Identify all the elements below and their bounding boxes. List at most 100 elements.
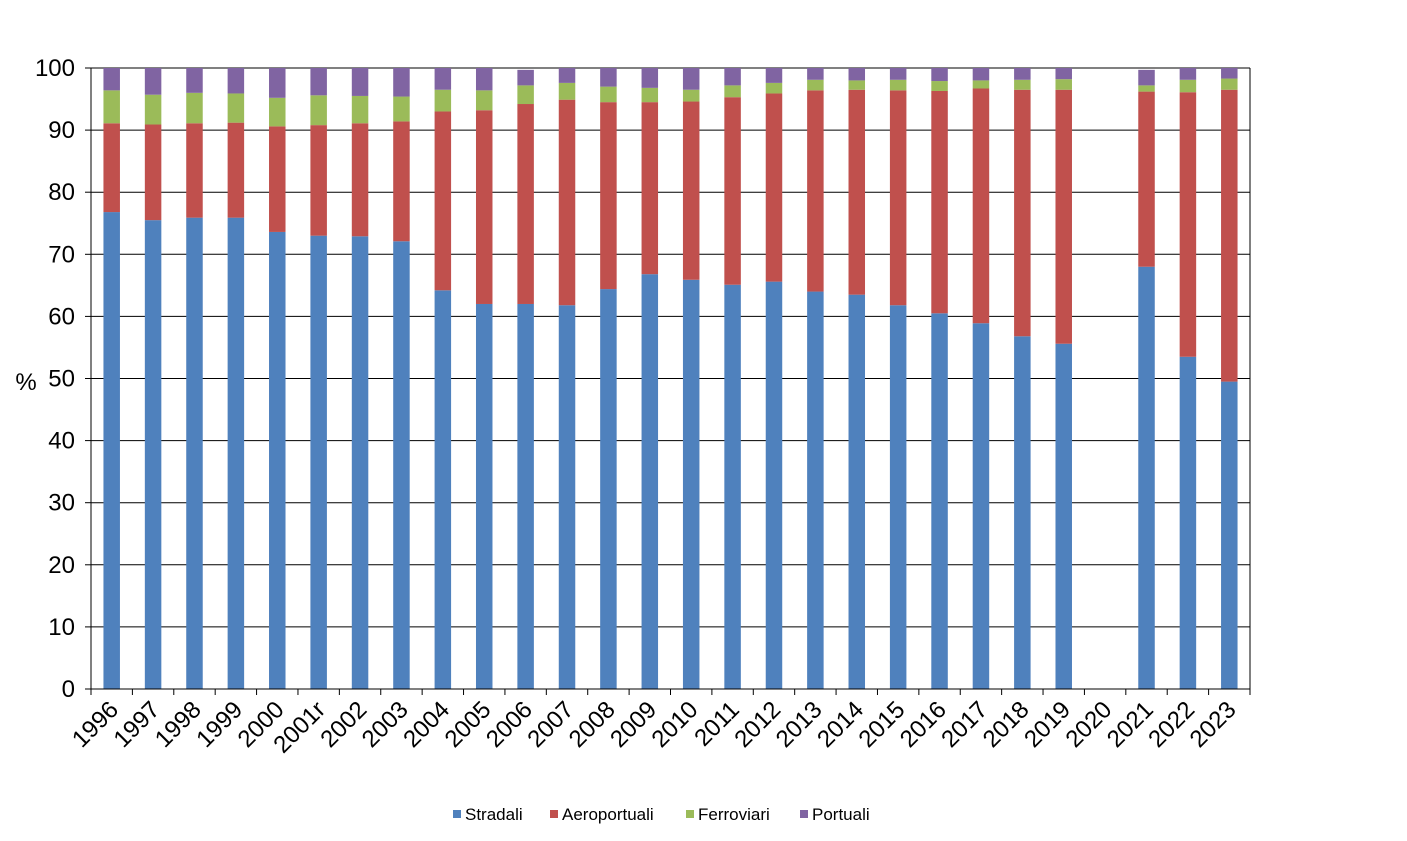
x-tick-label: 2015 — [854, 696, 911, 753]
y-tick-labels: 0 10 20 30 40 50 60 70 80 90 100 — [35, 55, 75, 703]
bar-segment — [889, 79, 907, 91]
bar-segment — [972, 68, 990, 81]
y-tick-label: 20 — [48, 552, 75, 579]
bar-segment — [475, 68, 493, 91]
legend-label: Portuali — [812, 805, 870, 824]
bar-segment — [1014, 68, 1031, 80]
grid-lines — [91, 67, 1250, 628]
bar-segment — [848, 294, 866, 689]
bar-segment — [682, 68, 700, 90]
bar-segment — [186, 123, 203, 218]
bar-segment — [848, 68, 866, 81]
bar-segment — [269, 231, 286, 689]
x-tick-label: 2010 — [647, 696, 704, 753]
y-tick-label: 50 — [48, 366, 75, 393]
x-tick-label: 2017 — [936, 696, 993, 753]
bar-segment — [1055, 68, 1072, 80]
bar-segment — [931, 313, 948, 689]
bar-segment — [807, 68, 824, 80]
bar-segment — [807, 79, 824, 91]
bar-segment — [1138, 91, 1155, 267]
bar-segment — [1221, 89, 1238, 382]
x-tick-label: 1998 — [150, 696, 207, 753]
bar-segment — [310, 125, 327, 236]
bar-segment — [144, 220, 162, 689]
bar-segment — [1138, 69, 1155, 86]
legend-label: Aeroportuali — [562, 805, 654, 824]
x-tick-label: 1997 — [108, 696, 165, 753]
x-tick-label: 2020 — [1061, 696, 1118, 753]
bar-segment — [558, 305, 576, 689]
x-tick-labels: 199619971998199920002001r200220032004200… — [67, 696, 1241, 759]
bar-segment — [393, 121, 410, 242]
bar-segment — [103, 90, 120, 124]
bar-segment — [1014, 79, 1031, 90]
y-tick-label: 10 — [48, 614, 75, 641]
bar-segment — [972, 323, 990, 689]
bar-segment — [434, 111, 452, 291]
bars — [103, 68, 1238, 690]
y-tick-label: 100 — [35, 55, 75, 82]
bar-segment — [931, 90, 948, 314]
bar-segment — [475, 90, 493, 111]
legend-swatch — [686, 810, 694, 818]
bar-segment — [227, 68, 245, 94]
x-tick-label: 1996 — [67, 696, 124, 753]
legend-swatch — [550, 810, 558, 818]
legend-label: Stradali — [465, 805, 523, 824]
bar-segment — [724, 284, 741, 689]
bar-segment — [600, 102, 617, 290]
bar-segment — [1179, 68, 1197, 80]
bar-segment — [103, 212, 120, 689]
legend: Stradali Aeroportuali Ferroviari Portuali — [453, 805, 870, 824]
bar-segment — [558, 82, 576, 100]
bar-segment — [807, 90, 824, 292]
bar-segment — [393, 96, 410, 122]
x-tick-label: 2002 — [315, 696, 372, 753]
axes — [85, 67, 1251, 695]
bar-segment — [351, 68, 369, 96]
y-tick-label: 60 — [48, 303, 75, 330]
bar-segment — [393, 68, 410, 97]
legend-label: Ferroviari — [698, 805, 770, 824]
bar-segment — [558, 99, 576, 306]
bar-segment — [724, 68, 741, 86]
bar-segment — [931, 68, 948, 82]
bar-segment — [682, 89, 700, 102]
y-tick-label: 30 — [48, 490, 75, 517]
x-tick-label: 2008 — [564, 696, 621, 753]
bar-segment — [1014, 89, 1031, 337]
bar-segment — [641, 274, 659, 689]
bar-segment — [641, 102, 659, 275]
bar-segment — [186, 217, 203, 689]
x-tick-label: 2021 — [1102, 696, 1159, 753]
x-tick-label: 2022 — [1143, 696, 1200, 753]
bar-segment — [1179, 92, 1197, 357]
bar-segment — [1179, 356, 1197, 689]
bar-segment — [144, 94, 162, 125]
bar-segment — [186, 68, 203, 93]
bar-segment — [269, 68, 286, 98]
x-tick-label: 2011 — [689, 696, 745, 752]
bar-segment — [393, 241, 410, 689]
x-tick-label: 2004 — [398, 696, 455, 753]
bar-segment — [765, 93, 783, 282]
bar-segment — [972, 80, 990, 89]
bar-segment — [972, 88, 990, 324]
x-tick-label: 1999 — [191, 696, 248, 753]
legend-swatch — [800, 810, 808, 818]
bar-segment — [600, 68, 617, 87]
bar-segment — [227, 217, 245, 689]
bar-segment — [351, 236, 369, 689]
y-tick-label: 70 — [48, 241, 75, 268]
x-tick-label: 2009 — [605, 696, 662, 753]
bar-segment — [144, 124, 162, 221]
bar-segment — [475, 303, 493, 689]
bar-segment — [889, 90, 907, 306]
bar-segment — [600, 86, 617, 103]
x-tick-label: 2007 — [522, 696, 579, 753]
bar-segment — [1179, 79, 1197, 93]
bar-segment — [310, 95, 327, 126]
bar-segment — [351, 123, 369, 237]
